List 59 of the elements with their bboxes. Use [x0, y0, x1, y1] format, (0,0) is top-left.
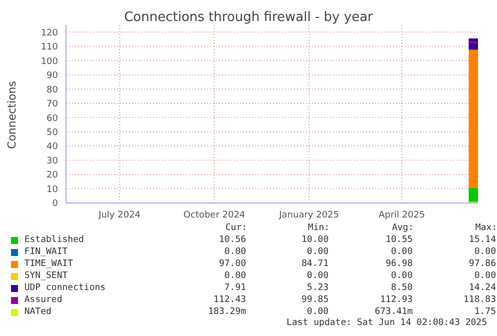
text: 8.50 [390, 282, 414, 294]
y-tick-label: 50 [46, 128, 58, 138]
text: 112.43 [212, 294, 248, 306]
text: 0.00 [390, 246, 414, 258]
text: 0.00 [473, 270, 497, 282]
x-tick-label: October 2024 [183, 210, 246, 220]
y-tick-label: 0 [52, 199, 58, 210]
y-tick-label: 30 [46, 156, 58, 166]
text: 183.29m [207, 306, 248, 318]
text: 96.98 [384, 258, 414, 270]
y-tick-label: 70 [46, 100, 58, 110]
y-tick-label: 110 [40, 42, 58, 53]
x-tick-label: January 2025 [278, 210, 340, 220]
x-tick-label: April 2025 [378, 210, 425, 220]
text: 0.00 [306, 306, 330, 318]
text: Last update: Sat Jun 14 02:00:43 2025 [286, 318, 487, 328]
text: 5.23 [306, 282, 330, 294]
y-tick-label: 60 [46, 114, 58, 124]
text: 10.00 [300, 234, 330, 246]
x-tick-label: July 2024 [98, 210, 141, 220]
text: 84.71 [300, 258, 330, 270]
legend-label: Established [23, 234, 85, 246]
legend-label: NATed [23, 306, 52, 318]
text: 7.91 [223, 282, 248, 294]
text: 0.00 [306, 246, 330, 258]
legend-label: TIME_WAIT [23, 258, 74, 270]
legend-label: FIN_WAIT [23, 246, 69, 258]
y-tick-label: 40 [46, 142, 58, 152]
y-tick-label: 20 [46, 170, 58, 181]
y-tick-label: 10 [46, 184, 58, 195]
text: 10.56 [218, 234, 248, 246]
text: Min: [306, 222, 330, 234]
text: 0.00 [223, 246, 248, 258]
chart-title: Connections through firewall - by year [123, 10, 374, 25]
text: 99.85 [300, 294, 330, 306]
text: 0.00 [306, 270, 330, 282]
y-tick-label: 90 [46, 71, 58, 82]
y-tick-label: 80 [46, 85, 58, 96]
text: Cur: [224, 222, 248, 234]
y-tick-label: 120 [40, 28, 58, 38]
text: 14.24 [468, 282, 497, 294]
text: 97.00 [218, 258, 248, 270]
y-axis-title: Connections [6, 81, 18, 149]
text: Avg: [390, 222, 414, 234]
text: 673.41m [374, 306, 414, 318]
text: Max: [474, 222, 497, 234]
text: 10.55 [384, 234, 414, 246]
legend-label: SYN_SENT [23, 270, 69, 282]
text: 0.00 [223, 270, 248, 282]
text: 0.00 [473, 246, 497, 258]
text: 112.93 [379, 294, 414, 306]
y-tick-label: 100 [40, 56, 58, 67]
text: 15.14 [468, 234, 497, 246]
text: 0.00 [390, 270, 414, 282]
legend-label: UDP connections [23, 282, 107, 294]
text: 118.83 [462, 294, 497, 306]
text: 97.86 [468, 258, 497, 270]
text: 1.75 [473, 306, 497, 318]
legend-label: Assured [23, 294, 64, 306]
